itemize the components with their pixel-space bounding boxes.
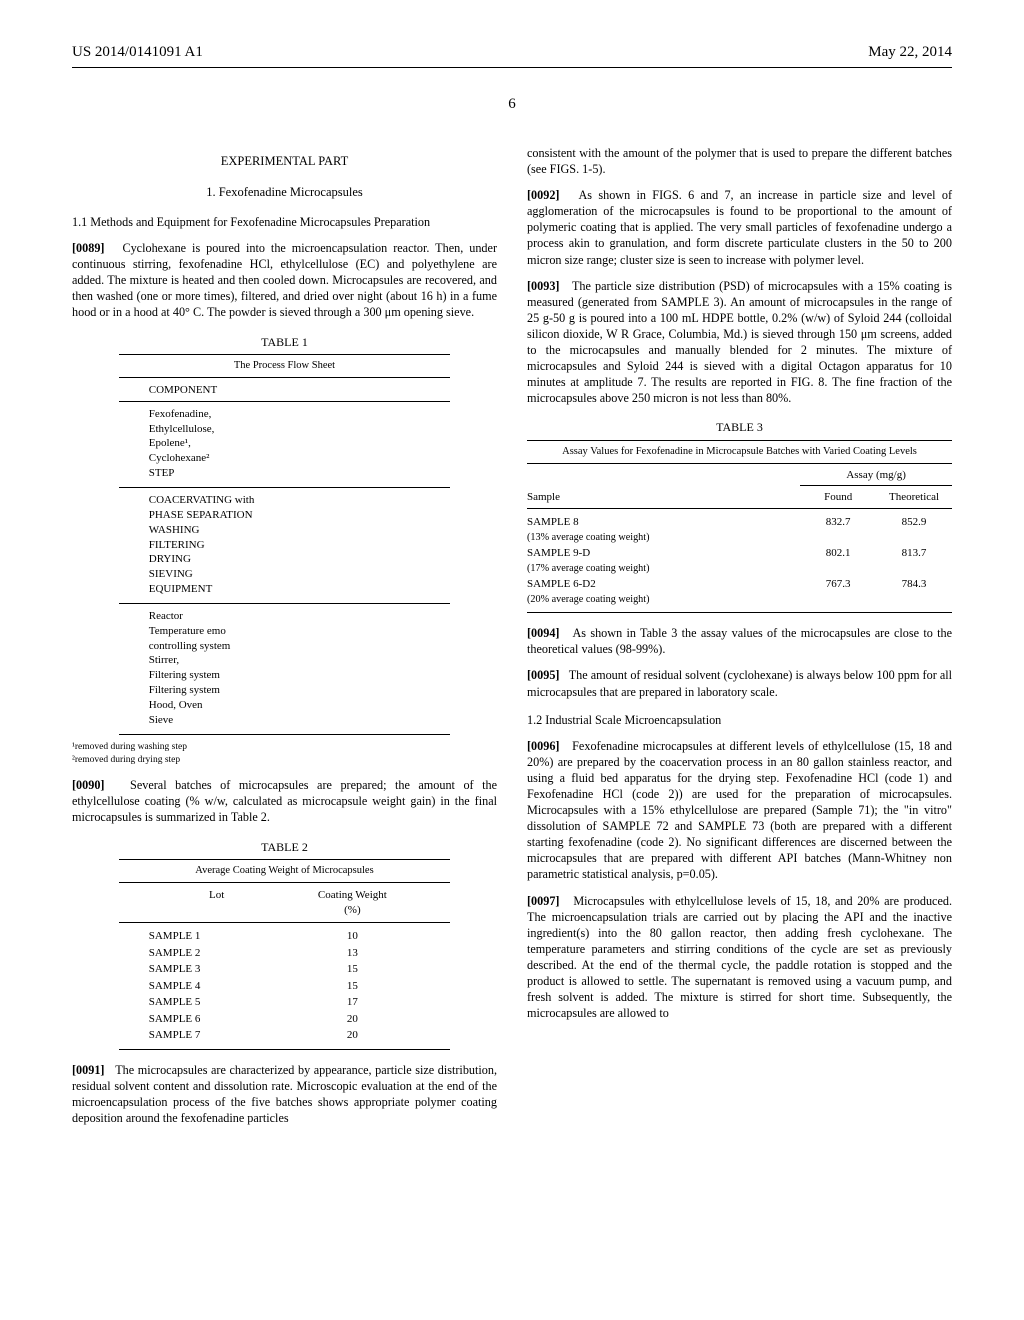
para-num-97: [0097] bbox=[527, 894, 560, 908]
table-row: SAMPLE 6-D2(20% average coating weight)7… bbox=[527, 576, 952, 607]
paragraph-91-cont: consistent with the amount of the polyme… bbox=[527, 145, 952, 177]
paragraph-90: [0090] Several batches of microcapsules … bbox=[72, 777, 497, 825]
table-row: SAMPLE 9-D(17% average coating weight)80… bbox=[527, 545, 952, 576]
para-93-text: The particle size distribution (PSD) of … bbox=[527, 279, 952, 406]
section-1-2-heading: 1.2 Industrial Scale Microencapsulation bbox=[527, 712, 952, 728]
para-num-96: [0096] bbox=[527, 739, 560, 753]
paragraph-89: [0089] Cyclohexane is poured into the mi… bbox=[72, 240, 497, 320]
para-num-89: [0089] bbox=[72, 241, 105, 255]
table-1-equipment: Reactor Temperature emo controlling syst… bbox=[119, 604, 451, 734]
para-97-text: Microcapsules with ethylcellulose levels… bbox=[527, 894, 952, 1021]
table-1-component-label: COMPONENT bbox=[119, 378, 451, 401]
table-row: SAMPLE 415 bbox=[119, 978, 451, 995]
table-2-caption: TABLE 2 bbox=[72, 840, 497, 856]
table-row: SAMPLE 517 bbox=[119, 994, 451, 1011]
para-92-text: As shown in FIGS. 6 and 7, an increase i… bbox=[527, 188, 952, 266]
table-3-caption: TABLE 3 bbox=[527, 420, 952, 436]
para-96-text: Fexofenadine microcapsules at different … bbox=[527, 739, 952, 882]
page-header: US 2014/0141091 A1 May 22, 2014 bbox=[72, 44, 952, 61]
paragraph-95: [0095] The amount of residual solvent (c… bbox=[527, 667, 952, 699]
para-95-text: The amount of residual solvent (cyclohex… bbox=[527, 668, 952, 698]
footnote-1: ¹removed during washing step bbox=[72, 741, 497, 754]
paragraph-96: [0096] Fexofenadine microcapsules at dif… bbox=[527, 738, 952, 883]
header-rule bbox=[72, 67, 952, 68]
table-1-components: Fexofenadine, Ethylcellulose, Epolene¹, … bbox=[119, 402, 451, 487]
table-row: SAMPLE 213 bbox=[119, 945, 451, 962]
table-1-title: The Process Flow Sheet bbox=[119, 355, 451, 377]
pub-date: May 22, 2014 bbox=[868, 44, 952, 61]
paragraph-93: [0093] The particle size distribution (P… bbox=[527, 278, 952, 407]
table-row: SAMPLE 720 bbox=[119, 1027, 451, 1044]
para-89-text: Cyclohexane is poured into the microenca… bbox=[72, 241, 497, 319]
table-row: SAMPLE 620 bbox=[119, 1011, 451, 1028]
table-3-h-found: Found bbox=[800, 490, 876, 505]
table-2-header-lot: Lot bbox=[149, 888, 285, 917]
paragraph-92: [0092] As shown in FIGS. 6 and 7, an inc… bbox=[527, 187, 952, 267]
table-2-title: Average Coating Weight of Microcapsules bbox=[119, 860, 451, 883]
table-3-h-sample: Sample bbox=[527, 490, 800, 505]
table-row: SAMPLE 110 bbox=[119, 928, 451, 945]
para-num-90: [0090] bbox=[72, 778, 105, 792]
experimental-heading: EXPERIMENTAL PART bbox=[72, 153, 497, 170]
para-91-text: The microcapsules are characterized by a… bbox=[72, 1063, 497, 1125]
table-2-body: SAMPLE 110SAMPLE 213SAMPLE 315SAMPLE 415… bbox=[119, 923, 451, 1049]
table-3-h-theoretical: Theoretical bbox=[876, 490, 952, 505]
pub-number: US 2014/0141091 A1 bbox=[72, 44, 203, 61]
para-num-92: [0092] bbox=[527, 188, 560, 202]
table-1: The Process Flow Sheet COMPONENT Fexofen… bbox=[119, 354, 451, 734]
left-column: EXPERIMENTAL PART 1. Fexofenadine Microc… bbox=[72, 145, 497, 1136]
table-3-assay-label: Assay (mg/g) bbox=[800, 468, 952, 486]
right-column: consistent with the amount of the polyme… bbox=[527, 145, 952, 1136]
table-3-body: SAMPLE 8(13% average coating weight)832.… bbox=[527, 509, 952, 612]
para-num-91: [0091] bbox=[72, 1063, 105, 1077]
table-row: SAMPLE 8(13% average coating weight)832.… bbox=[527, 514, 952, 545]
para-90-text: Several batches of microcapsules are pre… bbox=[72, 778, 497, 824]
para-num-94: [0094] bbox=[527, 626, 560, 640]
table-2-header-cw: Coating Weight (%) bbox=[285, 888, 421, 917]
page-number: 6 bbox=[72, 96, 952, 113]
paragraph-91: [0091] The microcapsules are characteriz… bbox=[72, 1062, 497, 1126]
table-2: Average Coating Weight of Microcapsules … bbox=[119, 859, 451, 1050]
section-1-heading: 1. Fexofenadine Microcapsules bbox=[72, 184, 497, 201]
table-1-steps: COACERVATING with PHASE SEPARATION WASHI… bbox=[119, 488, 451, 603]
two-column-layout: EXPERIMENTAL PART 1. Fexofenadine Microc… bbox=[72, 145, 952, 1136]
footnote-2: ²removed during drying step bbox=[72, 754, 497, 767]
para-num-95: [0095] bbox=[527, 668, 560, 682]
table-1-caption: TABLE 1 bbox=[72, 335, 497, 351]
para-94-text: As shown in Table 3 the assay values of … bbox=[527, 626, 952, 656]
table-3-title: Assay Values for Fexofenadine in Microca… bbox=[527, 441, 952, 464]
para-91-cont-text: consistent with the amount of the polyme… bbox=[527, 146, 952, 176]
table-row: SAMPLE 315 bbox=[119, 961, 451, 978]
para-num-93: [0093] bbox=[527, 279, 560, 293]
section-1-1-heading: 1.1 Methods and Equipment for Fexofenadi… bbox=[72, 214, 497, 230]
table-1-footnotes: ¹removed during washing step ²removed du… bbox=[72, 741, 497, 768]
table-3: Assay Values for Fexofenadine in Microca… bbox=[527, 440, 952, 613]
paragraph-97: [0097] Microcapsules with ethylcellulose… bbox=[527, 893, 952, 1022]
paragraph-94: [0094] As shown in Table 3 the assay val… bbox=[527, 625, 952, 657]
